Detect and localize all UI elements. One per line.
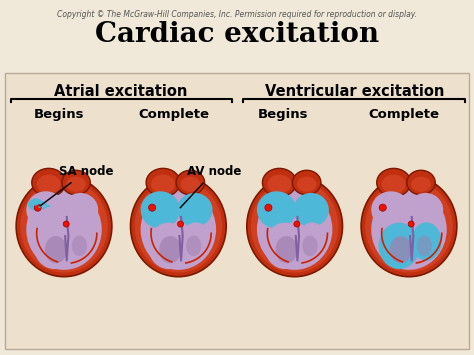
Ellipse shape	[141, 189, 216, 270]
Ellipse shape	[62, 170, 90, 195]
Text: Begins: Begins	[257, 108, 308, 121]
Ellipse shape	[36, 175, 61, 194]
Ellipse shape	[379, 223, 419, 269]
Text: Begins: Begins	[34, 108, 84, 121]
Ellipse shape	[302, 235, 318, 256]
Text: Copyright © The McGraw-Hill Companies, Inc. Permission required for reproduction: Copyright © The McGraw-Hill Companies, I…	[57, 10, 417, 19]
Ellipse shape	[264, 223, 305, 269]
Ellipse shape	[390, 236, 412, 263]
Ellipse shape	[16, 176, 112, 277]
Ellipse shape	[411, 176, 431, 192]
Ellipse shape	[45, 236, 67, 263]
Ellipse shape	[26, 191, 66, 228]
Ellipse shape	[371, 191, 410, 228]
Ellipse shape	[20, 180, 108, 273]
Ellipse shape	[257, 189, 332, 270]
Text: Atrial excitation: Atrial excitation	[54, 84, 187, 99]
Ellipse shape	[408, 193, 443, 227]
Circle shape	[294, 221, 300, 227]
Ellipse shape	[135, 180, 222, 273]
Ellipse shape	[377, 168, 410, 197]
Ellipse shape	[186, 235, 201, 256]
Ellipse shape	[257, 191, 296, 228]
Ellipse shape	[28, 198, 43, 211]
Circle shape	[408, 221, 414, 227]
Circle shape	[265, 204, 272, 211]
Text: SA node: SA node	[40, 165, 113, 206]
FancyBboxPatch shape	[5, 73, 469, 349]
Ellipse shape	[181, 176, 200, 192]
Ellipse shape	[292, 170, 321, 195]
Ellipse shape	[371, 189, 447, 270]
Ellipse shape	[411, 222, 441, 261]
Ellipse shape	[267, 175, 292, 194]
Text: Cardiac excitation: Cardiac excitation	[95, 21, 379, 48]
Ellipse shape	[382, 175, 406, 194]
Circle shape	[379, 204, 386, 211]
Ellipse shape	[297, 222, 327, 261]
Ellipse shape	[293, 193, 329, 227]
Ellipse shape	[146, 168, 180, 197]
Ellipse shape	[407, 170, 435, 195]
Ellipse shape	[32, 168, 66, 197]
Circle shape	[148, 204, 155, 211]
Ellipse shape	[26, 189, 102, 270]
Ellipse shape	[66, 222, 97, 261]
Ellipse shape	[297, 176, 317, 192]
Text: Complete: Complete	[368, 108, 439, 121]
Circle shape	[34, 204, 41, 211]
Ellipse shape	[151, 175, 175, 194]
Text: AV node: AV node	[180, 165, 241, 208]
Ellipse shape	[34, 223, 75, 269]
Ellipse shape	[263, 168, 296, 197]
Ellipse shape	[177, 193, 212, 227]
Ellipse shape	[130, 176, 226, 277]
Ellipse shape	[247, 176, 343, 277]
Text: Ventricular excitation: Ventricular excitation	[264, 84, 444, 99]
Ellipse shape	[159, 236, 181, 263]
Circle shape	[178, 221, 183, 227]
Ellipse shape	[148, 223, 189, 269]
Ellipse shape	[72, 235, 87, 256]
Ellipse shape	[181, 222, 211, 261]
Ellipse shape	[66, 176, 86, 192]
Text: Complete: Complete	[138, 108, 209, 121]
Ellipse shape	[275, 236, 297, 263]
Ellipse shape	[141, 191, 180, 228]
Ellipse shape	[361, 176, 457, 277]
Ellipse shape	[176, 170, 205, 195]
Ellipse shape	[417, 235, 432, 256]
Ellipse shape	[251, 180, 338, 273]
Circle shape	[63, 221, 69, 227]
Ellipse shape	[63, 193, 98, 227]
Ellipse shape	[365, 180, 453, 273]
